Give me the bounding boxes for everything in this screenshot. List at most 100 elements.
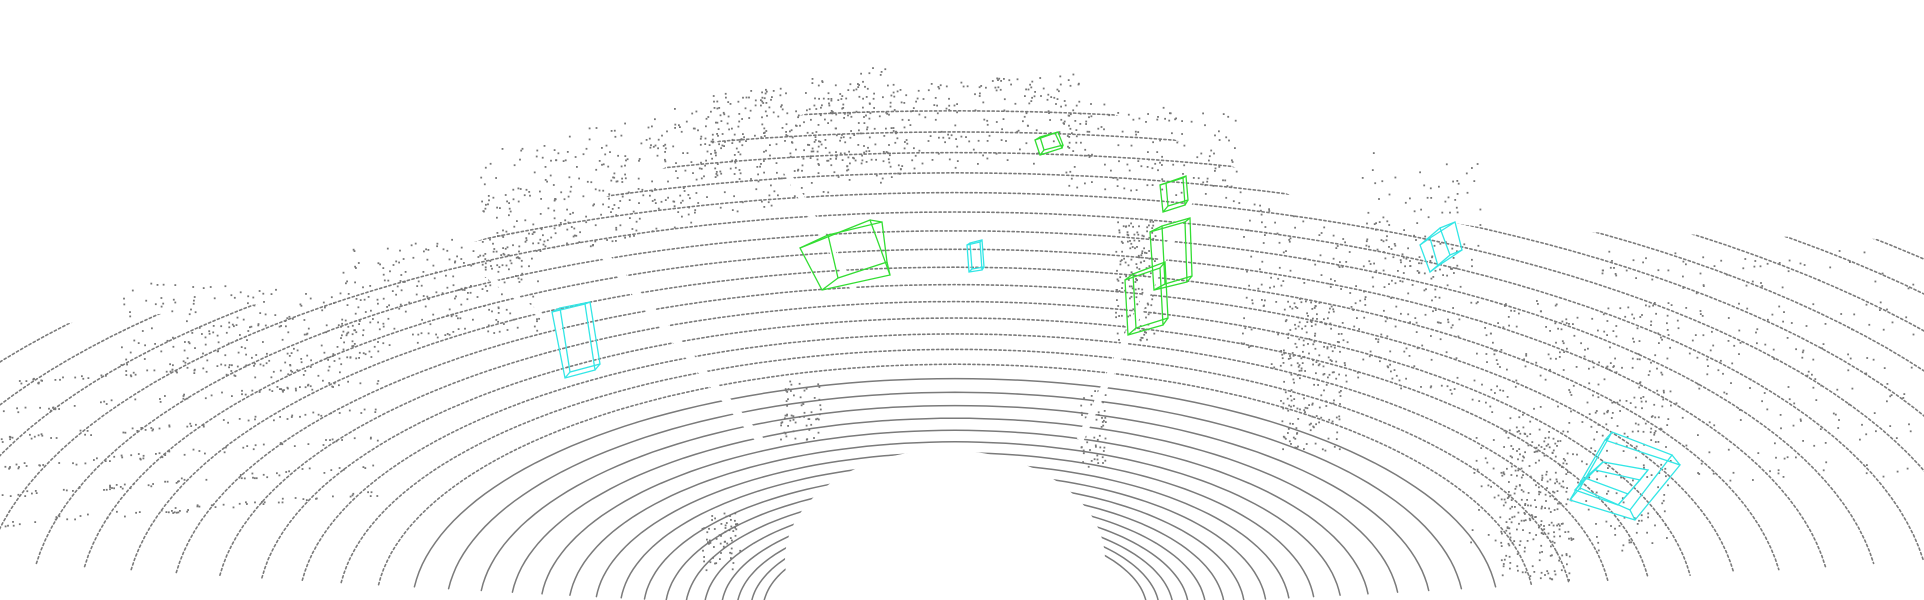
lidar-point bbox=[1378, 198, 1380, 200]
lidar-point bbox=[720, 120, 723, 122]
lidar-point bbox=[202, 367, 205, 370]
lidar-point bbox=[1529, 475, 1532, 478]
lidar-point bbox=[1815, 399, 1818, 401]
lidar-point bbox=[1726, 273, 1728, 276]
lidar-point bbox=[1138, 256, 1141, 259]
lidar-point bbox=[204, 397, 207, 400]
box-edge bbox=[1639, 469, 1649, 481]
lidar-point bbox=[656, 154, 659, 157]
lidar-point bbox=[792, 418, 795, 421]
lidar-point bbox=[1068, 124, 1070, 127]
lidar-point bbox=[509, 312, 512, 315]
lidar-point bbox=[1056, 98, 1059, 100]
cyan-box-pedestrian-center[interactable] bbox=[966, 239, 985, 273]
lidar-point bbox=[662, 145, 665, 147]
lidar-point bbox=[667, 196, 669, 199]
lidar-point bbox=[1257, 287, 1260, 290]
lidar-point bbox=[1025, 88, 1027, 91]
lidar-point bbox=[263, 301, 265, 303]
lidar-point bbox=[1140, 165, 1143, 168]
lidar-point bbox=[273, 419, 275, 422]
lidar-point bbox=[1118, 160, 1120, 163]
lidar-point bbox=[731, 127, 733, 130]
lidar-point bbox=[495, 250, 498, 253]
lidar-point bbox=[1389, 363, 1391, 366]
lidar-point bbox=[1315, 361, 1318, 363]
lidar-point bbox=[1145, 267, 1148, 269]
lidar-point bbox=[1084, 182, 1086, 185]
lidar-point bbox=[1400, 312, 1402, 315]
lidar-point bbox=[490, 265, 492, 267]
lidar-point bbox=[1554, 455, 1557, 458]
lidar-point bbox=[1388, 224, 1391, 226]
lidar-point bbox=[638, 217, 641, 220]
lidar-point bbox=[839, 93, 842, 95]
lidar-point bbox=[1584, 348, 1586, 351]
lidar-point bbox=[1653, 433, 1656, 436]
lidar-point bbox=[1554, 471, 1557, 474]
lidar-point bbox=[849, 162, 851, 165]
lidar-point bbox=[1761, 285, 1764, 287]
lidar-point bbox=[1085, 120, 1088, 123]
lidar-point bbox=[1345, 380, 1348, 383]
green-box-car-far[interactable] bbox=[1034, 131, 1064, 156]
lidar-point bbox=[1522, 529, 1524, 531]
lidar-point bbox=[1787, 270, 1790, 273]
lidar-point bbox=[1657, 332, 1660, 335]
lidar-point bbox=[575, 234, 578, 237]
lidar-point bbox=[504, 247, 507, 250]
lidar-point bbox=[1129, 247, 1132, 250]
lidar-point bbox=[1512, 448, 1514, 450]
lidar-point bbox=[615, 180, 618, 183]
lidar-point bbox=[761, 96, 764, 99]
lidar-point bbox=[595, 127, 598, 129]
lidar-point bbox=[342, 330, 345, 333]
lidar-point bbox=[1654, 524, 1656, 527]
lidar-point bbox=[654, 118, 656, 121]
lidar-point bbox=[1802, 349, 1805, 352]
lidar-point bbox=[570, 185, 573, 188]
lidar-point bbox=[1368, 245, 1370, 248]
lidar-point bbox=[525, 237, 528, 239]
lidar-point bbox=[1181, 120, 1183, 122]
lidar-point bbox=[1386, 317, 1389, 320]
lidar-point bbox=[1822, 469, 1825, 472]
cyan-box-cyclist-near[interactable] bbox=[1569, 431, 1682, 521]
lidar-point bbox=[594, 240, 597, 243]
lidar-point bbox=[288, 315, 291, 318]
lidar-point bbox=[857, 86, 860, 88]
lidar-point bbox=[130, 375, 133, 378]
green-box-car-left[interactable] bbox=[799, 219, 891, 291]
cyan-box-cyclist-inner[interactable] bbox=[1573, 461, 1650, 506]
lidar-point bbox=[1558, 559, 1560, 562]
lidar-point bbox=[633, 235, 635, 237]
lidar-point bbox=[483, 183, 486, 186]
lidar-point bbox=[1477, 244, 1480, 247]
lidar-point bbox=[1607, 467, 1609, 469]
lidar-point bbox=[217, 341, 220, 344]
lidar-point bbox=[279, 442, 282, 444]
lidar-point bbox=[1518, 448, 1521, 450]
cyan-box-pedestrian-right[interactable] bbox=[1419, 220, 1463, 274]
cyan-box-pedestrian-left[interactable] bbox=[551, 301, 601, 379]
lidar-point bbox=[161, 456, 164, 459]
lidar-point bbox=[789, 130, 791, 133]
lidar-point bbox=[1127, 264, 1130, 267]
lidar-point bbox=[1079, 123, 1082, 125]
lidar-point bbox=[1635, 445, 1638, 448]
lidar-point bbox=[802, 403, 805, 405]
lidar-point bbox=[704, 143, 707, 145]
lidar-point bbox=[1555, 357, 1557, 360]
lidar-point bbox=[1745, 284, 1748, 287]
lidar-point bbox=[1095, 445, 1097, 448]
lidar-point bbox=[589, 245, 592, 248]
lidar-point bbox=[536, 329, 539, 332]
green-box-car-mid[interactable] bbox=[1159, 175, 1189, 213]
lidar-point bbox=[1506, 526, 1509, 529]
lidar-point bbox=[1591, 360, 1594, 363]
lidar-point bbox=[255, 477, 258, 480]
lidar-point bbox=[1314, 323, 1317, 326]
lidar-point bbox=[1621, 549, 1624, 552]
green-box-car-nearest[interactable] bbox=[1124, 261, 1169, 336]
